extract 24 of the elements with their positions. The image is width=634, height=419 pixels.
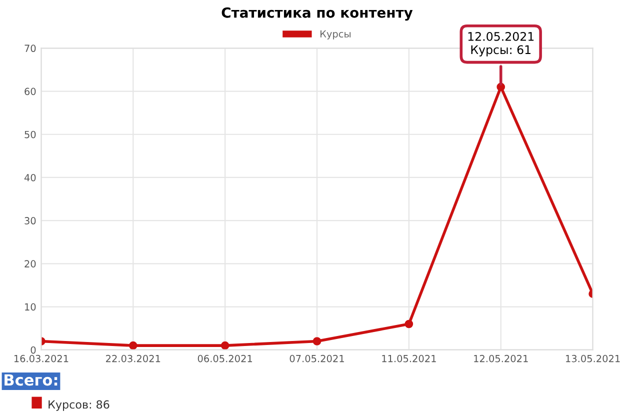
y-tick-label: 20 <box>24 260 36 268</box>
text: Курсов: 86 <box>48 400 110 411</box>
y-tick-label: 50 <box>24 130 36 138</box>
chart-title: Статистика по контенту <box>222 7 413 21</box>
x-tick-label: 11.05.2021 <box>382 354 436 362</box>
x-tick-label: 13.05.2021 <box>566 354 620 362</box>
y-tick-label: 30 <box>24 217 36 224</box>
x-tick-label: 16.03.2021 <box>14 354 68 362</box>
point <box>312 337 322 346</box>
text: Всего: <box>4 374 58 386</box>
y-tick-label: 70 <box>24 44 36 52</box>
x-tick-label: 07.05.2021 <box>290 354 344 362</box>
y-tick-label: 40 <box>24 174 36 182</box>
y-tick-label: 10 <box>25 303 36 311</box>
x-tick-label: 22.03.2021 <box>106 354 160 362</box>
x-tick-label: 06.05.2021 <box>198 354 252 362</box>
x-tick-label: 12.05.2021 <box>474 354 528 362</box>
legend-label: Курсы <box>320 30 351 40</box>
y-tick-label: 0 <box>30 346 36 354</box>
point <box>128 341 138 350</box>
point <box>220 341 230 350</box>
point <box>404 320 414 328</box>
y-tick-label: 60 <box>24 88 36 96</box>
annotation: 12.05.2021 Курсы: 61 <box>468 32 534 56</box>
